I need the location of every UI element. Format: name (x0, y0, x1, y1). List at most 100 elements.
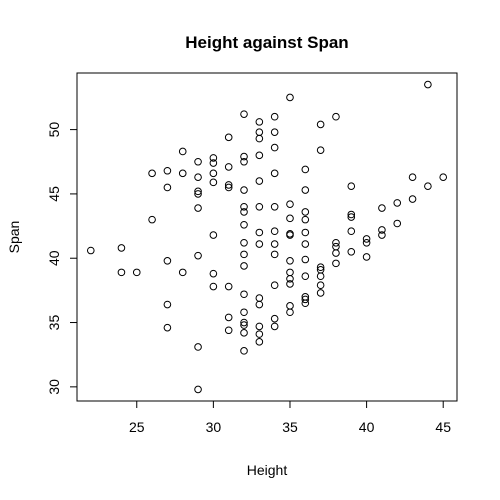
y-tick-label: 45 (46, 186, 62, 202)
data-point (209, 154, 218, 162)
y-tick-label: 40 (46, 250, 62, 266)
data-point (439, 173, 448, 181)
x-tick-label: 35 (282, 419, 298, 435)
data-point (332, 238, 340, 247)
data-point (194, 190, 202, 198)
data-point (301, 165, 310, 174)
data-points (86, 80, 448, 394)
data-point (393, 219, 402, 228)
data-point (209, 178, 218, 187)
data-point (255, 202, 264, 211)
y-tick-label: 35 (46, 315, 62, 331)
x-tick-label: 25 (129, 419, 145, 435)
data-point (255, 240, 264, 248)
data-point (255, 330, 264, 338)
data-point (316, 120, 325, 129)
data-point (178, 268, 187, 277)
data-point (286, 214, 294, 223)
data-point (194, 157, 202, 166)
data-point (240, 308, 248, 317)
data-point (408, 173, 417, 181)
data-point (301, 228, 310, 237)
data-point (240, 238, 248, 247)
data-point (148, 169, 156, 178)
data-point (255, 128, 264, 136)
data-point (194, 385, 202, 394)
chart-title: Height against Span (185, 33, 348, 52)
data-point (286, 93, 294, 102)
data-point (194, 251, 202, 260)
data-point (240, 290, 248, 299)
data-point (270, 322, 279, 331)
data-point (178, 169, 187, 178)
data-point (117, 268, 126, 277)
data-point (347, 227, 356, 236)
data-point (224, 183, 233, 192)
data-point (224, 282, 233, 291)
data-point (240, 110, 248, 118)
data-point (301, 186, 310, 194)
data-point (86, 246, 95, 255)
data-point (240, 208, 248, 216)
data-point (270, 202, 279, 211)
data-point (270, 112, 279, 121)
data-point (163, 256, 172, 265)
data-point (286, 302, 294, 310)
data-point (209, 269, 218, 278)
x-tick-label: 45 (435, 419, 451, 435)
data-point (240, 321, 248, 329)
data-point (301, 299, 310, 308)
data-point (255, 228, 264, 237)
data-point (301, 255, 310, 264)
data-point (240, 318, 248, 327)
data-point (347, 213, 356, 221)
y-axis-label: Span (6, 221, 22, 254)
data-point (286, 229, 294, 238)
data-point (362, 238, 371, 247)
data-point (209, 282, 218, 291)
data-point (224, 313, 233, 322)
data-point (286, 268, 294, 277)
data-point (240, 202, 248, 211)
data-point (301, 208, 310, 216)
x-tick-label: 30 (206, 419, 222, 435)
y-axis: 30 35 40 45 50 (46, 122, 78, 395)
data-point (240, 186, 248, 194)
data-point (255, 177, 264, 185)
x-axis-label: Height (247, 462, 288, 478)
data-point (408, 195, 417, 203)
data-point (194, 343, 202, 351)
data-point (332, 259, 340, 268)
data-point (240, 220, 248, 229)
data-point (224, 163, 233, 171)
data-point (148, 215, 156, 224)
data-point (332, 112, 340, 121)
data-point (270, 314, 279, 323)
data-point (362, 253, 371, 261)
data-point (163, 323, 172, 332)
data-point (240, 262, 248, 270)
data-point (286, 200, 294, 208)
data-point (362, 235, 371, 243)
data-point (270, 227, 279, 236)
data-point (332, 242, 340, 251)
data-point (301, 240, 310, 248)
data-point (301, 295, 310, 304)
data-point (270, 240, 279, 248)
data-point (224, 181, 233, 189)
data-point (194, 204, 202, 212)
data-point (194, 173, 202, 181)
data-point (316, 281, 325, 290)
data-point (286, 280, 294, 288)
data-point (347, 210, 356, 219)
data-point (316, 146, 325, 154)
data-point (209, 231, 218, 239)
data-point (270, 128, 279, 136)
data-point (378, 231, 386, 239)
plot-frame (76, 72, 458, 402)
data-point (194, 187, 202, 196)
data-point (270, 281, 279, 290)
data-point (224, 133, 233, 142)
data-point (347, 247, 356, 256)
data-point (117, 244, 126, 252)
